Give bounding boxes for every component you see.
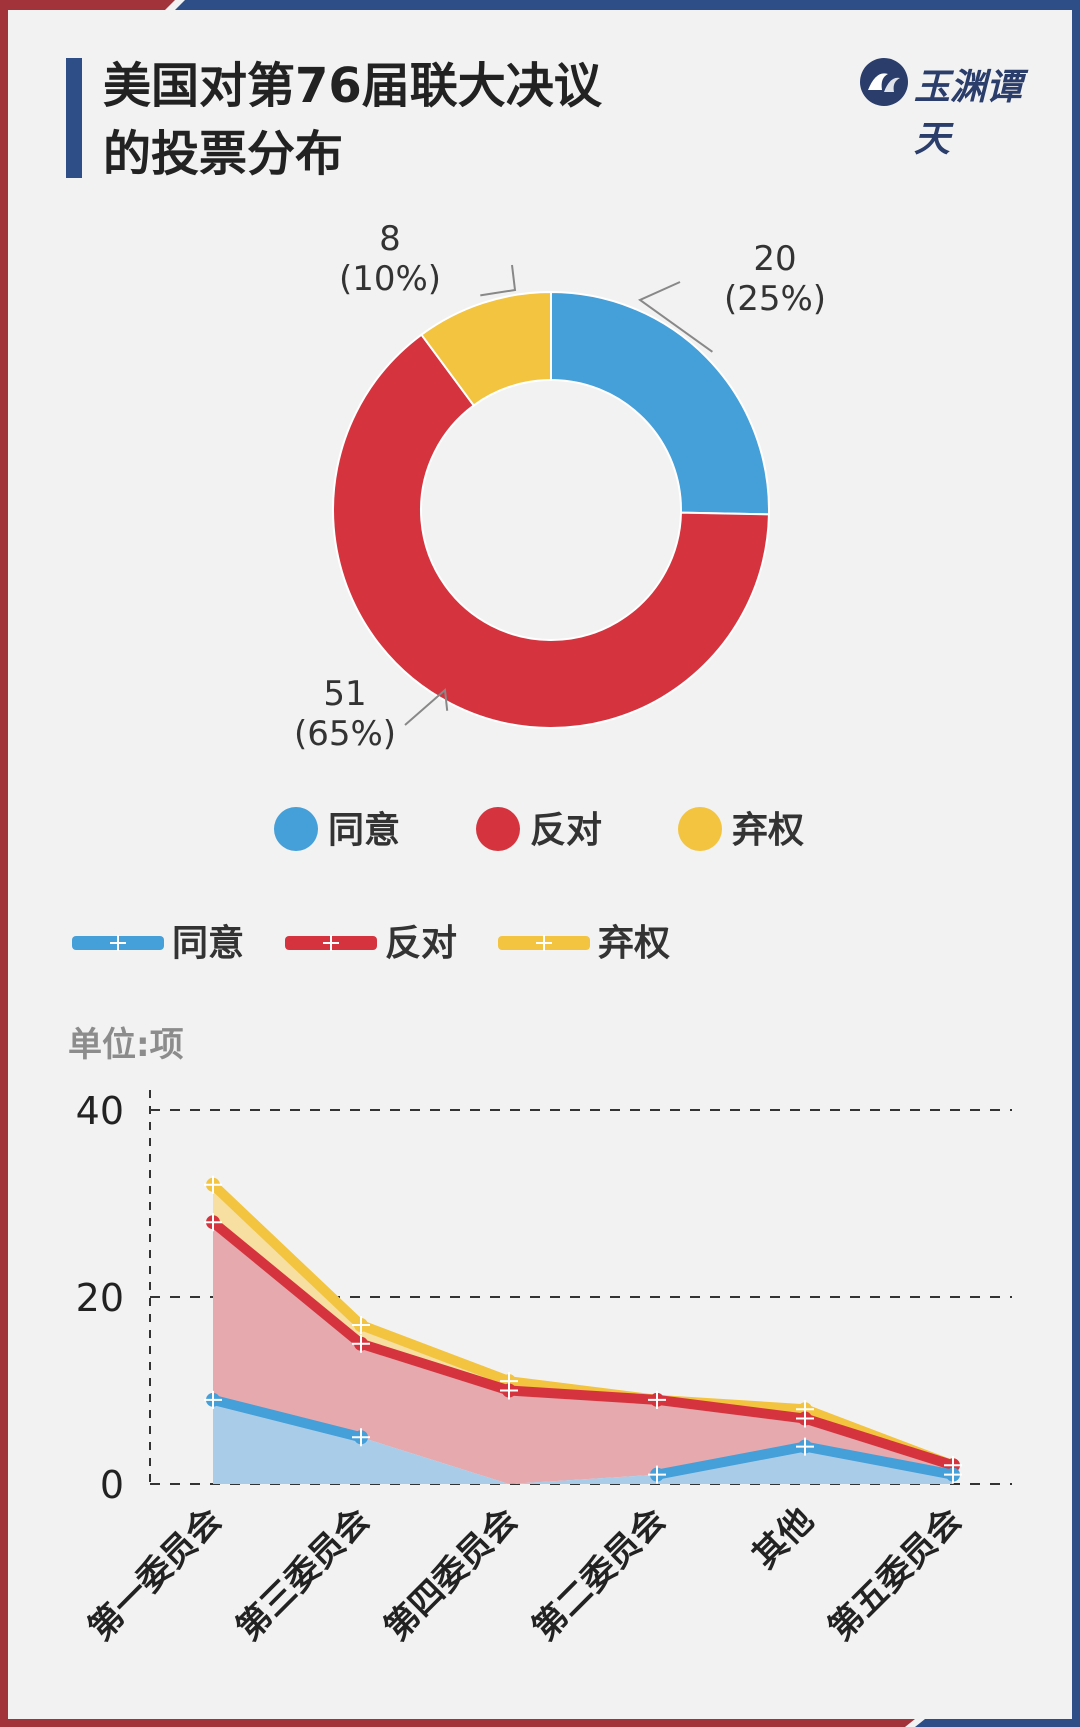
series-line-0-0 (208, 1394, 366, 1443)
series-point-cross-1-0 (204, 1213, 222, 1232)
wave-emblem-icon (860, 58, 908, 106)
series-point-cross-0-3 (648, 1465, 666, 1484)
x-tick-label-4: 其他 (745, 1500, 821, 1576)
frame-top-blue (175, 0, 1080, 10)
donut-legend-marker-1 (476, 807, 520, 851)
donut-leader-0 (638, 281, 713, 353)
area-legend-cross-2 (536, 935, 552, 951)
area-legend-label-0: 同意 (172, 923, 244, 964)
series-point-cross-0-1 (352, 1428, 370, 1447)
donut-legend-label-2: 弃权 (732, 810, 804, 851)
series-point-cross-1-2 (500, 1381, 518, 1400)
frame-bottom-red (0, 1719, 915, 1727)
donut-value-label-0: 20 (753, 239, 796, 279)
series-line-1-0 (208, 1217, 958, 1471)
donut-slice-0 (550, 290, 770, 516)
series-point-cross-2-0 (204, 1175, 222, 1194)
title-line-2: 的投票分布 (103, 126, 344, 182)
donut-slice-1 (332, 333, 770, 729)
area-legend: 同意 反对 弃权 (72, 923, 670, 964)
area-lines (204, 1175, 962, 1484)
y-tick-label-2: 40 (76, 1089, 124, 1133)
series-point-cross-0-0 (204, 1390, 222, 1409)
area-legend-cross-0 (110, 935, 126, 951)
frame-right (1072, 0, 1080, 1727)
series-point-cross-2-1 (352, 1316, 370, 1335)
area-legend-label-2: 弃权 (598, 923, 670, 964)
title-accent-bar (66, 58, 82, 178)
x-tick-label-1: 第三委员会 (229, 1500, 377, 1648)
donut-percent-label-2: (10%) (339, 259, 441, 299)
area-legend-cross-1 (323, 935, 339, 951)
area-fill-0 (213, 1399, 953, 1484)
series-point-cross-1-3 (648, 1390, 666, 1409)
donut-value-label-1: 51 (323, 674, 366, 714)
donut-legend: 同意 反对 弃权 (274, 807, 804, 851)
y-tick-label-1: 20 (76, 1276, 124, 1320)
brand-logo: 玉渊谭天 (858, 54, 1048, 160)
series-point-cross-0-5 (944, 1465, 962, 1484)
donut-labels: 20(25%) 51(65%) 8(10%) (294, 219, 826, 754)
donut-leader-2 (480, 264, 517, 297)
donut-legend-label-0: 同意 (328, 810, 400, 851)
series-point-cross-1-1 (352, 1334, 370, 1353)
donut-percent-label-1: (65%) (294, 714, 396, 754)
donut-leader-1 (404, 687, 449, 726)
donut-legend-marker-0 (274, 807, 318, 851)
x-tick-label-0: 第一委员会 (81, 1500, 229, 1648)
donut-slices (332, 290, 770, 729)
x-tick-label-2: 第四委员会 (377, 1500, 525, 1648)
area-legend-label-1: 反对 (385, 923, 457, 964)
donut-legend-marker-2 (678, 807, 722, 851)
frame-bottom-blue (915, 1719, 1080, 1727)
page-title: 美国对第76届联大决议 的投票分布 (103, 52, 602, 188)
x-tick-label-3: 第二委员会 (525, 1500, 673, 1648)
donut-chart: 20(25%) 51(65%) 8(10%) 同意 反对 弃权 (274, 219, 826, 851)
series-point-cross-0-4 (796, 1437, 814, 1456)
donut-value-label-2: 8 (379, 219, 401, 259)
x-tick-label-5: 第五委员会 (821, 1500, 969, 1648)
frame-top-red (0, 0, 175, 10)
donut-slice-2 (420, 290, 552, 407)
logo-text: 玉渊谭天 (914, 66, 1023, 160)
area-axis: 第一委员会 第三委员会 第四委员会 第二委员会 其他 第五委员会 (81, 1500, 969, 1648)
donut-percent-label-0: (25%) (724, 279, 826, 319)
area-chart: 同意 反对 弃权 0 20 40 第一委员会 第三委员会 第四委员会 第二委员会 其他 第五委员会 (72, 923, 1012, 1649)
donut-legend-label-1: 反对 (530, 810, 602, 851)
y-tick-label-0: 0 (100, 1463, 124, 1507)
series-point-cross-1-4 (796, 1409, 814, 1428)
title-line-1: 美国对第76届联大决议 (103, 58, 602, 114)
area-fills (213, 1184, 953, 1484)
unit-label: 单位:项 (68, 1025, 184, 1065)
frame-left (0, 0, 8, 1727)
